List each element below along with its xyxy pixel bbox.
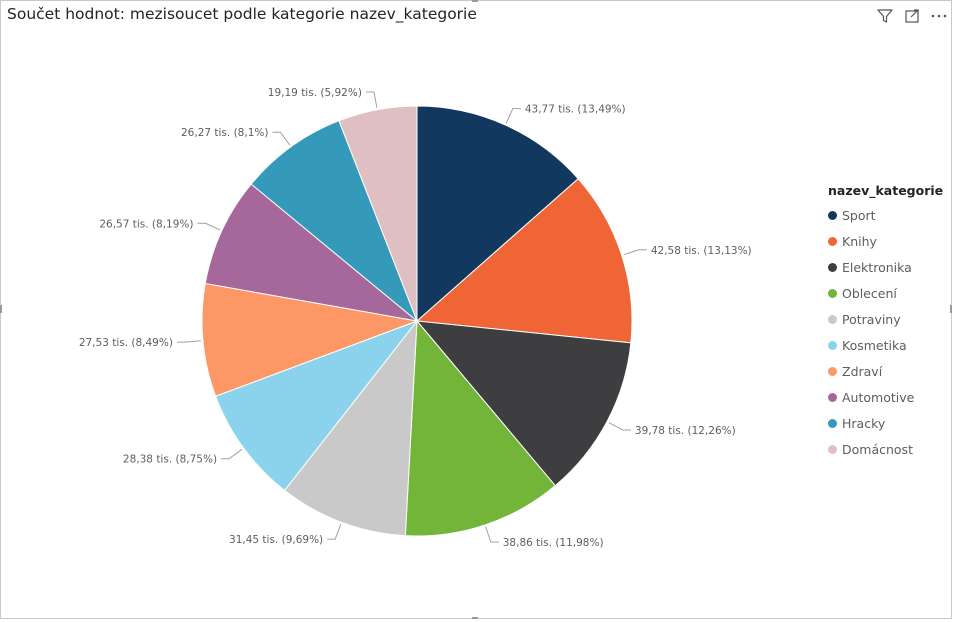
leader-line-potraviny <box>327 524 342 540</box>
legend-label: Elektronika <box>842 259 912 275</box>
resize-handle-right[interactable] <box>950 305 952 313</box>
leader-line-sport <box>505 108 521 124</box>
focus-mode-icon[interactable] <box>903 7 921 25</box>
legend-item-automotive[interactable]: Automotive <box>828 384 943 410</box>
data-label-hracky: 26,27 tis. (8,1%) <box>181 127 268 139</box>
data-label-potraviny: 31,45 tis. (9,69%) <box>229 534 323 546</box>
resize-handle-left[interactable] <box>0 305 2 313</box>
legend-item-elektronika[interactable]: Elektronika <box>828 254 943 280</box>
legend-label: Hracky <box>842 415 886 431</box>
pie-slice-kosmetika[interactable] <box>214 319 419 492</box>
legend-item-knihy[interactable]: Knihy <box>828 228 943 254</box>
pie-slice-automotive[interactable] <box>204 183 419 322</box>
legend-label: Sport <box>842 207 876 223</box>
resize-handle-bottom[interactable] <box>472 617 478 619</box>
legend-marker <box>828 288 837 298</box>
legend-items: Sport Knihy Elektronika Oblecení Potraviny Ko… <box>828 202 943 462</box>
data-label-knihy: 42,58 tis. (13,13%) <box>651 245 752 257</box>
legend-marker <box>828 236 837 246</box>
legend-label: Potraviny <box>842 311 901 327</box>
filter-icon[interactable] <box>876 7 894 25</box>
legend-label: Kosmetika <box>842 337 907 353</box>
legend-title: nazev_kategorie <box>828 183 944 198</box>
legend-marker <box>828 366 837 376</box>
legend-marker <box>828 210 837 220</box>
legend-item-hracky[interactable]: Hracky <box>828 410 943 436</box>
pie-slice-domacnost[interactable] <box>338 105 418 322</box>
legend: nazev_kategorie Sport Knihy Elektronika Obl… <box>828 183 943 462</box>
pie-slice-knihy[interactable] <box>415 178 633 344</box>
data-label-domacnost: 19,19 tis. (5,92%) <box>268 87 362 99</box>
data-label-automotive: 26,57 tis. (8,19%) <box>99 218 193 230</box>
pie-slice-potraviny[interactable] <box>283 319 418 537</box>
legend-marker <box>828 418 837 428</box>
leader-line-automotive <box>197 222 221 231</box>
data-label-zdravi: 27,53 tis. (8,49%) <box>79 337 173 349</box>
pie-slice-hracky[interactable] <box>250 120 419 323</box>
more-options-icon[interactable] <box>930 7 948 25</box>
legend-label: Automotive <box>842 389 915 405</box>
leader-line-hracky <box>272 131 291 146</box>
leader-line-obleceni <box>485 526 499 543</box>
chart-title: Součet hodnot: mezisoucet podle kategori… <box>7 5 477 23</box>
pie-slice-sport[interactable] <box>416 105 579 323</box>
pie-slice-obleceni[interactable] <box>404 319 556 537</box>
data-label-sport: 43,77 tis. (13,49%) <box>525 104 626 116</box>
legend-label: Knihy <box>842 233 877 249</box>
legend-label: Zdraví <box>842 363 883 379</box>
legend-item-kosmetika[interactable]: Kosmetika <box>828 332 943 358</box>
data-label-elektronika: 39,78 tis. (12,26%) <box>635 425 736 437</box>
legend-item-domacnost[interactable]: Domácnost <box>828 436 943 462</box>
leader-line-domacnost <box>365 91 378 108</box>
legend-item-obleceni[interactable]: Oblecení <box>828 280 943 306</box>
data-label-obleceni: 38,86 tis. (11,98%) <box>503 537 604 549</box>
legend-item-zdravi[interactable]: Zdraví <box>828 358 943 384</box>
leader-line-kosmetika <box>221 448 243 460</box>
legend-marker <box>828 314 837 324</box>
legend-marker <box>828 444 837 454</box>
leader-line-zdravi <box>176 340 201 343</box>
leader-line-knihy <box>623 249 647 256</box>
resize-handle-top[interactable] <box>472 0 478 2</box>
legend-marker <box>828 262 837 272</box>
pie-slice-elektronika[interactable] <box>415 320 632 487</box>
legend-marker <box>828 392 837 402</box>
leader-line-elektronika <box>608 422 631 431</box>
legend-label: Domácnost <box>842 441 913 457</box>
data-label-kosmetika: 28,38 tis. (8,75%) <box>123 454 217 466</box>
legend-marker <box>828 340 837 350</box>
legend-item-sport[interactable]: Sport <box>828 202 943 228</box>
legend-label: Oblecení <box>842 285 897 301</box>
legend-item-potraviny[interactable]: Potraviny <box>828 306 943 332</box>
